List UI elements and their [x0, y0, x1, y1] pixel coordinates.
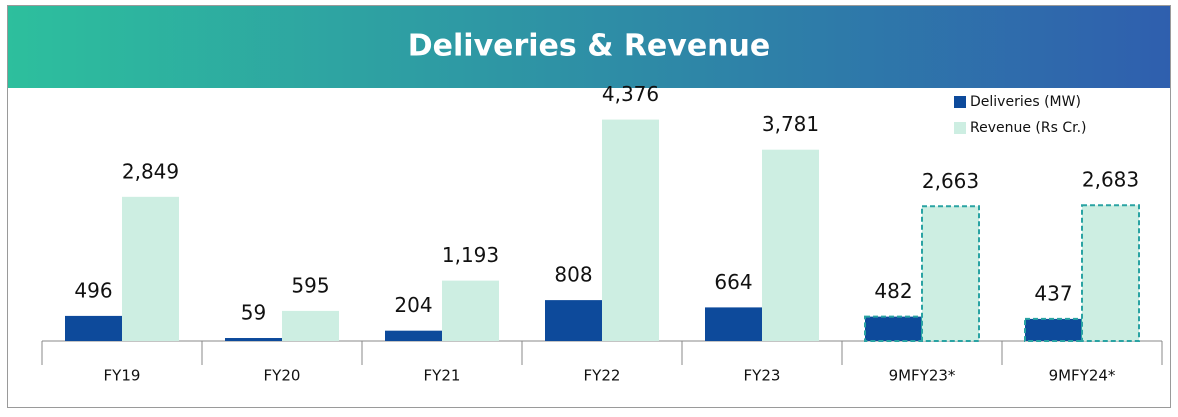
value-label: 2,849: [122, 159, 179, 183]
x-tick-label: 9MFY24*: [1049, 367, 1116, 385]
value-label: 204: [394, 293, 432, 317]
legend-label: Revenue (Rs Cr.): [970, 120, 1087, 136]
x-tick-label: FY19: [104, 367, 141, 385]
bar: [122, 196, 179, 341]
x-tick-label: FY21: [424, 367, 461, 385]
value-label: 482: [874, 279, 912, 303]
value-label: 4,376: [602, 82, 659, 106]
bar: [705, 307, 762, 341]
legend-swatch: [954, 96, 966, 108]
bar: [225, 338, 282, 341]
bar: [385, 330, 442, 341]
value-label: 1,193: [442, 243, 499, 267]
bar: [921, 205, 980, 342]
bar: [1081, 204, 1140, 342]
bar: [65, 315, 122, 341]
bar: [282, 310, 339, 341]
value-label: 2,663: [922, 169, 979, 193]
chart-title: Deliveries & Revenue: [408, 29, 770, 64]
x-tick-label: FY20: [264, 367, 301, 385]
x-tick-label: FY22: [584, 367, 621, 385]
x-tick-label: 9MFY23*: [889, 367, 956, 385]
value-label: 59: [241, 301, 266, 325]
value-label: 808: [554, 263, 592, 287]
bar: [545, 300, 602, 341]
value-label: 3,781: [762, 112, 819, 136]
legend-label: Deliveries (MW): [970, 94, 1081, 110]
bar: [864, 315, 923, 343]
value-label: 595: [291, 273, 329, 297]
value-label: 664: [714, 270, 752, 294]
value-label: 496: [74, 278, 112, 302]
bar: [602, 119, 659, 341]
bar: [1024, 317, 1083, 342]
legend-swatch: [954, 122, 966, 134]
value-label: 2,683: [1082, 168, 1139, 192]
x-tick-label: FY23: [744, 367, 781, 385]
header: [8, 6, 1170, 88]
value-label: 437: [1034, 281, 1072, 305]
bar: [442, 280, 499, 341]
bar: [762, 149, 819, 341]
